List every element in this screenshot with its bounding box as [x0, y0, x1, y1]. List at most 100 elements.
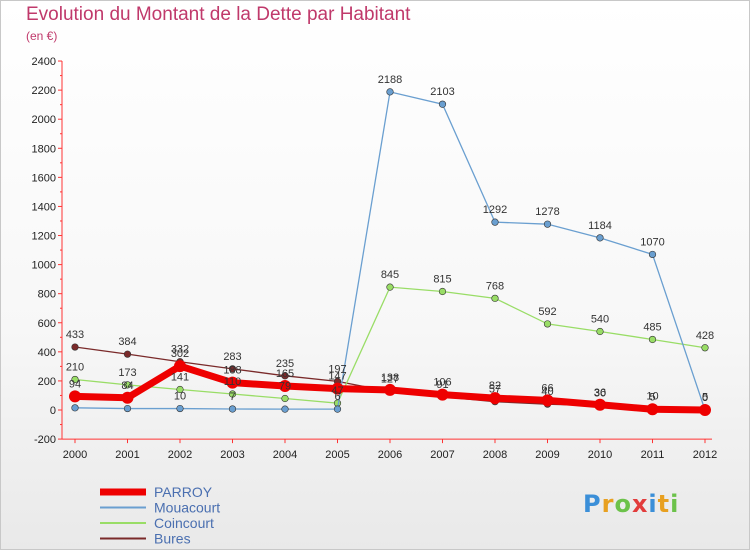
data-label-bures: 91 — [436, 379, 448, 391]
point-mouacourt — [123, 404, 132, 413]
point-parroy — [331, 382, 344, 395]
point-parroy — [699, 404, 711, 416]
y-tick-label: 1400 — [32, 201, 56, 213]
y-tick-label: 200 — [38, 376, 56, 388]
logo-letter: P — [583, 490, 602, 518]
point-coincourt — [228, 390, 237, 398]
point-coincourt — [123, 381, 132, 389]
proxiti-logo: Proxiti — [583, 490, 679, 518]
data-label-coincourt: 210 — [66, 361, 84, 373]
data-label-mouacourt: 1278 — [535, 206, 559, 218]
data-label-mouacourt: 1184 — [588, 220, 612, 232]
point-parroy — [69, 390, 81, 403]
data-label-bures: 197 — [328, 363, 346, 375]
data-label-mouacourt: 2103 — [430, 86, 454, 98]
point-parroy — [436, 388, 449, 401]
data-label-bures: 283 — [223, 351, 241, 363]
series-line-mouacourt — [74, 91, 706, 411]
legend-label-bures: Bures — [154, 531, 191, 547]
point-bures — [228, 365, 237, 373]
point-mouacourt — [228, 405, 237, 413]
data-label-bures: 235 — [276, 358, 294, 370]
point-mouacourt — [176, 404, 184, 413]
data-label-parroy: 5 — [649, 391, 655, 403]
logo-letter: i — [648, 490, 658, 518]
y-tick-label: 2000 — [32, 114, 56, 126]
data-label-parroy: 147 — [328, 371, 346, 383]
data-label-parroy: 138 — [381, 372, 399, 384]
data-label-bures: 127 — [381, 374, 399, 386]
point-coincourt — [543, 320, 552, 328]
point-bures — [123, 350, 132, 358]
x-tick-label: 2001 — [115, 449, 139, 461]
data-label-coincourt: 173 — [118, 367, 136, 379]
data-label-bures: 5 — [702, 391, 708, 403]
logo-letter: x — [631, 490, 649, 518]
data-label-coincourt: 485 — [643, 321, 661, 333]
data-label-mouacourt: 7 — [229, 391, 235, 403]
point-parroy — [174, 360, 186, 373]
y-tick-label: -200 — [34, 434, 56, 446]
chart-subtitle: (en €) — [26, 29, 58, 43]
x-tick-label: 2005 — [325, 449, 349, 461]
point-mouacourt — [438, 100, 447, 108]
point-mouacourt — [596, 234, 604, 242]
x-tick-label: 2008 — [483, 449, 507, 461]
data-label-bures: 40 — [541, 386, 553, 398]
x-tick-label: 2004 — [273, 449, 297, 461]
point-coincourt — [281, 394, 289, 403]
point-parroy — [279, 380, 291, 393]
logo-letter: i — [670, 490, 680, 518]
y-tick-label: 0 — [50, 405, 56, 417]
point-coincourt — [438, 287, 447, 296]
data-label-mouacourt: 1070 — [640, 236, 664, 248]
point-coincourt — [701, 344, 709, 352]
legend-label-coincourt: Coincourt — [154, 515, 214, 531]
data-label-coincourt: 592 — [538, 306, 556, 318]
data-label-parroy: 165 — [276, 368, 294, 380]
point-coincourt — [491, 294, 499, 302]
x-tick-label: 2010 — [588, 449, 612, 461]
data-label-coincourt: 110 — [224, 376, 242, 388]
y-tick-label: 1600 — [32, 172, 56, 184]
point-parroy — [226, 376, 239, 389]
point-mouacourt — [648, 250, 657, 259]
x-tick-label: 2009 — [535, 449, 559, 461]
y-tick-label: 2400 — [32, 56, 56, 68]
point-coincourt — [648, 335, 657, 344]
data-label-bures: 57 — [489, 384, 501, 396]
data-label-coincourt: 79 — [279, 381, 291, 393]
data-label-coincourt: 540 — [591, 313, 609, 325]
point-mouacourt — [333, 405, 342, 413]
data-label-coincourt: 141 — [171, 371, 189, 383]
y-tick-label: 1200 — [32, 231, 56, 243]
data-label-mouacourt: 2188 — [378, 74, 402, 86]
y-tick-label: 400 — [38, 347, 56, 359]
logo-letter: r — [601, 490, 615, 518]
point-coincourt — [596, 327, 604, 336]
point-parroy — [121, 391, 134, 404]
data-label-bures: 30 — [594, 388, 606, 400]
data-label-bures: 10 — [646, 391, 658, 403]
x-tick-label: 2006 — [378, 449, 402, 461]
point-mouacourt — [386, 88, 394, 96]
point-mouacourt — [491, 218, 499, 226]
y-tick-label: 2200 — [32, 85, 56, 97]
point-coincourt — [176, 385, 184, 394]
y-tick-label: 1800 — [32, 143, 56, 155]
point-coincourt — [71, 375, 79, 384]
y-tick-label: 800 — [38, 289, 56, 301]
data-label-parroy: 66 — [541, 382, 553, 394]
x-tick-label: 2012 — [693, 449, 717, 461]
data-label-parroy: 0 — [702, 392, 708, 404]
y-tick-label: 600 — [38, 318, 56, 330]
point-parroy — [489, 392, 501, 405]
data-label-mouacourt: 1292 — [483, 204, 507, 216]
data-label-mouacourt: 0 — [702, 392, 708, 404]
point-parroy — [594, 398, 606, 411]
data-label-coincourt: 428 — [696, 330, 714, 342]
y-tick-label: 1000 — [32, 260, 56, 272]
point-mouacourt — [543, 220, 552, 228]
